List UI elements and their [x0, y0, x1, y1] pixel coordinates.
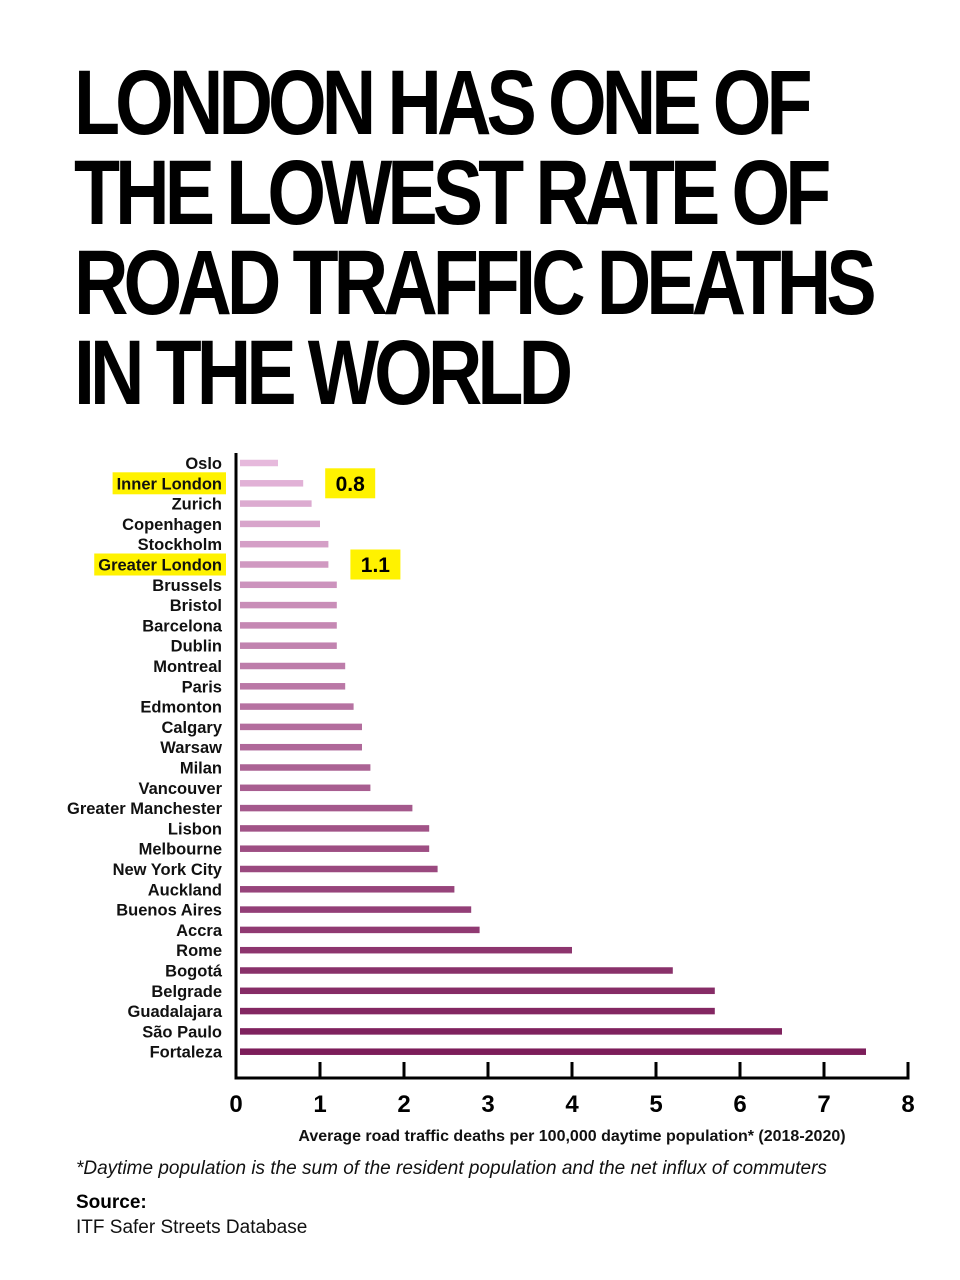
category-label-zurich: Zurich	[172, 496, 222, 514]
bar-lisbon	[240, 825, 430, 832]
bar-chart: Oslo Inner London Zurich Copenhagen Stockhol…	[67, 453, 915, 1145]
category-label-copenhagen: Copenhagen	[122, 516, 222, 534]
bar-calgary	[240, 723, 362, 731]
category-label-rome: Rome	[176, 942, 222, 960]
x-tick-label-1: 1	[313, 1091, 326, 1118]
bar-buenos-aires	[240, 906, 472, 913]
bar-inner-london	[240, 480, 304, 487]
annotation-box-inner-london	[325, 468, 376, 499]
category-label-brussels: Brussels	[152, 577, 222, 595]
category-label-fortaleza: Fortaleza	[150, 1044, 223, 1062]
category-label-barcelona: Barcelona	[142, 617, 223, 635]
bar-milan	[240, 764, 371, 771]
category-label-auckland: Auckland	[148, 881, 222, 899]
category-label-calgary: Calgary	[161, 719, 222, 737]
bar-dublin	[240, 642, 337, 649]
source-text: ITF Safer Streets Database	[76, 1217, 308, 1238]
x-tick-label-3: 3	[481, 1091, 494, 1118]
highlight-box-inner-london	[112, 472, 226, 495]
category-label-new-york-city: New York City	[113, 861, 223, 879]
category-label-lisbon: Lisbon	[168, 820, 222, 838]
x-tick-label-8: 8	[901, 1091, 914, 1118]
source-label: Source:	[76, 1192, 147, 1213]
category-label-paris: Paris	[182, 678, 222, 696]
title-line-4: in the world	[74, 322, 573, 424]
annotation-label-greater-london: 1.1	[361, 554, 391, 577]
bar-greater-london	[240, 561, 329, 568]
annotation-label-inner-london: 0.8	[336, 473, 366, 496]
category-label-inner-london: Inner London	[117, 475, 222, 493]
bar-vancouver	[240, 784, 371, 792]
category-label-sao-paulo: São Paulo	[142, 1023, 222, 1041]
annotation-box-greater-london	[350, 549, 401, 580]
bar-accra	[240, 926, 480, 934]
bar-rome	[240, 946, 572, 954]
category-label-oslo: Oslo	[185, 455, 222, 473]
bar-bristol	[240, 601, 337, 609]
title-line-1: London has one of	[74, 52, 813, 154]
category-label-buenos-aires: Buenos Aires	[116, 902, 222, 920]
bar-oslo	[240, 459, 278, 467]
bar-greater-manchester	[240, 804, 413, 812]
x-tick-label-6: 6	[733, 1091, 746, 1118]
category-label-melbourne: Melbourne	[139, 841, 222, 859]
x-tick-label-0: 0	[229, 1091, 242, 1118]
category-label-bogota: Bogotá	[165, 963, 223, 981]
category-label-stockholm: Stockholm	[138, 536, 222, 554]
bar-fortaleza	[240, 1048, 866, 1055]
chart-title: London has one of the lowest rate of roa…	[74, 52, 877, 424]
category-label-warsaw: Warsaw	[160, 739, 222, 757]
bar-montreal	[240, 662, 346, 670]
category-label-edmonton: Edmonton	[140, 699, 222, 717]
bar-brussels	[240, 581, 337, 589]
category-label-greater-london: Greater London	[98, 557, 222, 575]
category-label-accra: Accra	[176, 922, 223, 940]
bar-paris	[240, 683, 346, 690]
category-label-greater-manchester: Greater Manchester	[67, 800, 223, 818]
title-line-2: the lowest rate of	[74, 142, 831, 244]
bar-zurich	[240, 500, 312, 507]
x-tick-label-4: 4	[565, 1091, 579, 1118]
x-axis-title: Average road traffic deaths per 100,000 …	[298, 1128, 845, 1145]
bar-belgrade	[240, 987, 715, 995]
bar-copenhagen	[240, 520, 320, 528]
category-label-bristol: Bristol	[170, 597, 222, 615]
title-line-3: road traffic deaths	[74, 232, 877, 334]
category-label-montreal: Montreal	[153, 658, 222, 676]
bar-stockholm	[240, 540, 329, 548]
bar-barcelona	[240, 622, 337, 629]
bar-new-york-city	[240, 865, 438, 873]
category-label-dublin: Dublin	[171, 638, 222, 656]
bar-warsaw	[240, 743, 362, 751]
x-tick-label-2: 2	[397, 1091, 410, 1118]
x-tick-label-7: 7	[817, 1091, 830, 1118]
bar-guadalajara	[240, 1007, 715, 1015]
bar-sao-paulo	[240, 1028, 782, 1035]
highlight-box-greater-london	[94, 553, 226, 576]
footnote: *Daytime population is the sum of the re…	[76, 1158, 827, 1179]
bar-auckland	[240, 886, 455, 893]
x-tick-label-5: 5	[649, 1091, 662, 1118]
category-label-vancouver: Vancouver	[139, 780, 223, 798]
bar-bogota	[240, 967, 673, 974]
category-label-milan: Milan	[180, 760, 222, 778]
bar-edmonton	[240, 703, 354, 710]
bar-melbourne	[240, 845, 430, 852]
category-label-belgrade: Belgrade	[151, 983, 222, 1001]
category-label-guadalajara: Guadalajara	[128, 1003, 223, 1021]
